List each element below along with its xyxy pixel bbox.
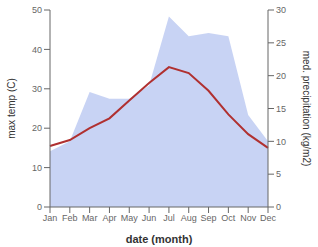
svg-text:15: 15	[276, 104, 286, 114]
svg-text:0: 0	[276, 202, 281, 212]
svg-text:10: 10	[32, 163, 42, 173]
svg-text:0: 0	[37, 202, 42, 212]
svg-text:date (month): date (month)	[126, 233, 193, 245]
svg-text:Jul: Jul	[163, 213, 175, 223]
svg-text:Aug: Aug	[181, 213, 197, 223]
svg-text:Feb: Feb	[62, 213, 78, 223]
svg-text:30: 30	[32, 84, 42, 94]
svg-text:50: 50	[32, 5, 42, 15]
svg-text:20: 20	[32, 123, 42, 133]
svg-text:Nov: Nov	[240, 213, 257, 223]
svg-text:10: 10	[276, 137, 286, 147]
svg-text:med. precipitation (kg/m2): med. precipitation (kg/m2)	[301, 51, 310, 167]
svg-text:30: 30	[276, 5, 286, 15]
svg-text:Oct: Oct	[221, 213, 236, 223]
svg-text:Dec: Dec	[260, 213, 277, 223]
svg-text:20: 20	[276, 71, 286, 81]
svg-text:Sep: Sep	[201, 213, 217, 223]
svg-text:25: 25	[276, 38, 286, 48]
svg-text:Mar: Mar	[82, 213, 98, 223]
svg-text:40: 40	[32, 45, 42, 55]
svg-text:May: May	[121, 213, 139, 223]
svg-text:Jan: Jan	[43, 213, 58, 223]
svg-text:Apr: Apr	[102, 213, 116, 223]
svg-text:Jun: Jun	[142, 213, 157, 223]
svg-text:max temp (C): max temp (C)	[8, 78, 17, 139]
svg-text:5: 5	[276, 169, 281, 179]
